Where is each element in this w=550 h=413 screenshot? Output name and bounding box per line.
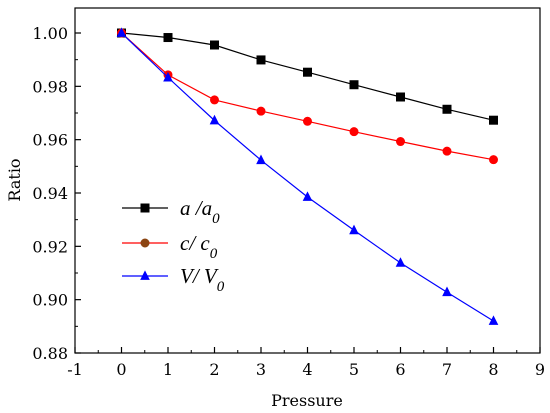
x-tick-label: 6 — [395, 360, 405, 379]
legend-marker — [140, 238, 150, 248]
series-3 — [116, 27, 499, 325]
data-point — [349, 80, 359, 90]
series-line — [121, 32, 494, 161]
legend: a /a0 c/ c0V/ V0 — [122, 196, 225, 295]
x-tick-label: 9 — [535, 360, 545, 379]
series-1 — [117, 28, 498, 125]
data-point — [163, 33, 173, 43]
x-tick-label: 5 — [349, 360, 359, 379]
legend-label-subscript: 0 — [217, 279, 225, 295]
x-tick-label: 1 — [163, 360, 173, 379]
data-point — [396, 92, 405, 102]
y-tick-label: 0.88 — [32, 344, 68, 363]
x-tick-label: 0 — [116, 360, 126, 379]
series-layer — [116, 27, 499, 325]
legend-marker — [140, 270, 150, 280]
data-point — [395, 257, 406, 267]
legend-label-subscript: 0 — [210, 246, 218, 262]
data-point — [442, 104, 452, 114]
data-point — [302, 191, 313, 201]
legend-item: c/ c0 — [122, 231, 218, 262]
data-point — [256, 55, 266, 65]
x-tick-label: 8 — [488, 360, 498, 379]
x-axis-ticks: -1 0 1 2 3 4 5 6 7 8 9 — [67, 347, 545, 379]
legend-item: V/ V0 — [122, 264, 225, 295]
data-point — [256, 106, 266, 116]
y-tick-label: 0.96 — [32, 131, 68, 150]
legend-item: a /a0 — [122, 196, 220, 227]
legend-label: a /a0 — [180, 196, 220, 227]
legend-label-subscript: 0 — [212, 211, 220, 227]
y-tick-label: 0.92 — [32, 237, 68, 256]
y-tick-label: 0.98 — [32, 77, 68, 96]
data-point — [442, 146, 452, 156]
data-point — [210, 95, 219, 105]
data-point — [396, 137, 405, 147]
data-point — [489, 115, 498, 125]
data-point — [163, 71, 173, 82]
legend-marker — [140, 203, 150, 213]
y-axis-title: Ratio — [5, 158, 24, 201]
x-axis-title: Pressure — [271, 391, 343, 410]
data-point — [442, 286, 452, 297]
data-point — [489, 155, 498, 165]
data-point — [488, 315, 499, 325]
y-axis-ticks: 0.88 0.90 0.92 0.94 0.96 0.98 1.00 — [32, 24, 81, 363]
y-tick-label: 0.94 — [32, 184, 68, 203]
plot-frame — [74, 7, 541, 354]
data-point — [116, 27, 127, 37]
y-tick-label: 0.90 — [32, 291, 68, 310]
x-tick-label: 3 — [256, 360, 266, 379]
data-point — [349, 127, 359, 137]
legend-label: c/ c0 — [180, 231, 218, 262]
series-2 — [117, 28, 498, 165]
legend-label: V/ V0 — [180, 264, 225, 295]
x-tick-label: 4 — [302, 360, 312, 379]
data-point — [210, 40, 219, 50]
x-tick-label: 2 — [209, 360, 219, 379]
data-point — [209, 114, 220, 125]
data-point — [256, 154, 266, 165]
data-point — [303, 116, 312, 126]
y-tick-label: 1.00 — [32, 24, 68, 43]
x-tick-label: 7 — [442, 360, 452, 379]
data-point — [349, 224, 359, 235]
x-tick-label: -1 — [67, 360, 83, 379]
data-point — [303, 67, 312, 77]
